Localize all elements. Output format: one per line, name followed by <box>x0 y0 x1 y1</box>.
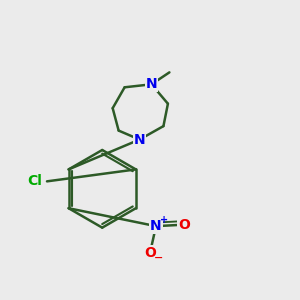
Text: Cl: Cl <box>28 174 43 188</box>
Text: +: + <box>160 215 168 225</box>
Text: −: − <box>154 253 163 262</box>
Text: N: N <box>134 133 146 146</box>
Text: N: N <box>150 219 162 233</box>
Text: O: O <box>144 246 156 260</box>
Text: N: N <box>146 77 157 91</box>
Text: O: O <box>178 218 190 232</box>
